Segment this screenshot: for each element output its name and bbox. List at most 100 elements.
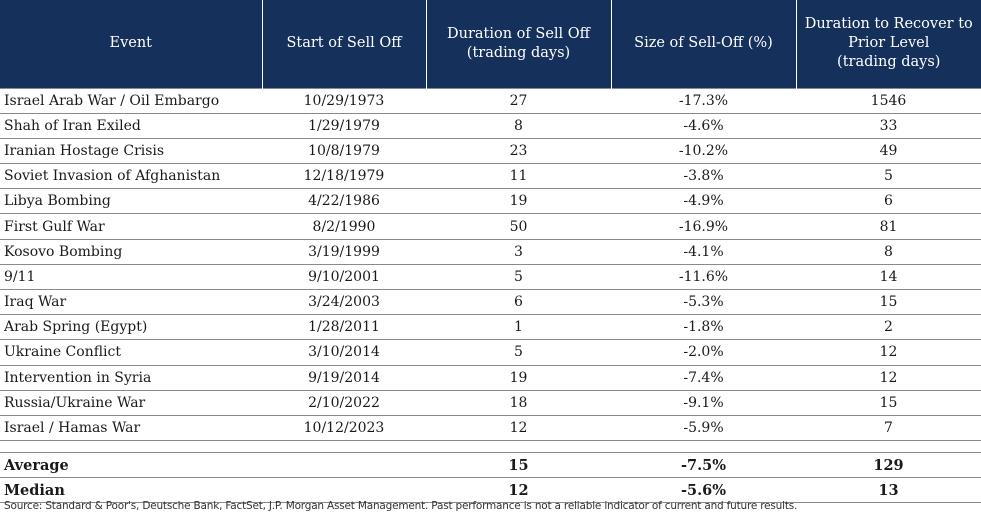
cell-recover: 33 [796, 113, 981, 139]
geopolitical-selloff-table: Event Start of Sell Off Duration of Sell… [0, 0, 981, 504]
table-row: Iraq War 3/24/2003 6 -5.3% 15 [0, 289, 981, 316]
table-row: Libya Bombing 4/22/1986 19 -4.9% 6 [0, 188, 981, 215]
cell-duration: 5 [426, 264, 611, 291]
header-duration: Duration of Sell Off (trading days) [426, 0, 612, 88]
cell-size: -1.8% [611, 314, 796, 341]
cell-duration: 11 [426, 163, 611, 190]
cell-start: 1/28/2011 [262, 314, 426, 341]
cell-size: -2.0% [611, 339, 796, 366]
cell-event: Shah of Iran Exiled [0, 113, 262, 139]
cell-start: 3/24/2003 [262, 289, 426, 316]
table-row: Soviet Invasion of Afghanistan 12/18/1979… [0, 163, 981, 190]
header-recover-line-3: (trading days) [837, 54, 941, 71]
cell-event: Iranian Hostage Crisis [0, 138, 262, 165]
summary-cell-label: Median [0, 477, 262, 504]
cell-recover: 2 [796, 314, 981, 341]
table-row: Kosovo Bombing 3/19/1999 3 -4.1% 8 [0, 239, 981, 265]
cell-size: -5.3% [611, 289, 796, 316]
cell-event: Libya Bombing [0, 188, 262, 215]
table-row: Russia/Ukraine War 2/10/2022 18 -9.1% 15 [0, 390, 981, 416]
header-row: Event Start of Sell Off Duration of Sell… [0, 0, 981, 88]
cell-duration: 19 [426, 188, 611, 215]
source-note: Source: Standard & Poor's, Deutsche Bank… [4, 500, 798, 512]
cell-size: -17.3% [611, 87, 796, 114]
cell-duration: 50 [426, 213, 611, 240]
cell-start: 2/10/2022 [262, 390, 426, 416]
table-row: Intervention in Syria 9/19/2014 19 -7.4% 12 [0, 365, 981, 391]
cell-size: -5.9% [611, 415, 796, 442]
table-row: Israel Arab War / Oil Embargo 10/29/1973 2… [0, 87, 981, 114]
table-row: Arab Spring (Egypt) 1/28/2011 1 -1.8% 2 [0, 314, 981, 341]
table-row: Ukraine Conflict 3/10/2014 5 -2.0% 12 [0, 339, 981, 366]
cell-duration: 3 [426, 239, 611, 265]
cell-size: -4.1% [611, 239, 796, 265]
cell-duration: 1 [426, 314, 611, 341]
cell-duration: 5 [426, 339, 611, 366]
table-row: Shah of Iran Exiled 1/29/1979 8 -4.6% 33 [0, 113, 981, 139]
cell-start: 12/18/1979 [262, 163, 426, 190]
summary-cell-duration: 15 [426, 452, 611, 479]
cell-recover: 6 [796, 188, 981, 215]
cell-size: -9.1% [611, 390, 796, 416]
table-body: Israel Arab War / Oil Embargo 10/29/1973 2… [0, 87, 981, 504]
cell-event: Israel / Hamas War [0, 415, 262, 442]
cell-event: Israel Arab War / Oil Embargo [0, 87, 262, 114]
header-size: Size of Sell-Off (%) [611, 0, 797, 88]
cell-event: 9/11 [0, 264, 262, 291]
summary-cell-recover: 129 [796, 452, 981, 479]
cell-start: 8/2/1990 [262, 213, 426, 240]
cell-start: 4/22/1986 [262, 188, 426, 215]
cell-size: -10.2% [611, 138, 796, 165]
cell-start: 10/8/1979 [262, 138, 426, 165]
summary-row-median: Median 12 -5.6% 13 [0, 477, 981, 504]
cell-event: First Gulf War [0, 213, 262, 240]
cell-event: Iraq War [0, 289, 262, 316]
cell-start: 10/12/2023 [262, 415, 426, 442]
cell-recover: 49 [796, 138, 981, 165]
summary-cell-recover: 13 [796, 477, 981, 504]
cell-recover: 1546 [796, 87, 981, 114]
cell-recover: 15 [796, 289, 981, 316]
cell-event: Soviet Invasion of Afghanistan [0, 163, 262, 190]
cell-event: Kosovo Bombing [0, 239, 262, 265]
cell-recover: 12 [796, 339, 981, 366]
table-header: Event Start of Sell Off Duration of Sell… [0, 0, 981, 88]
cell-start: 3/10/2014 [262, 339, 426, 366]
table-row: Iranian Hostage Crisis 10/8/1979 23 -10.2% 4… [0, 138, 981, 165]
header-recover: Duration to Recover to Prior Level (trad… [796, 0, 981, 88]
cell-size: -16.9% [611, 213, 796, 240]
cell-recover: 7 [796, 415, 981, 442]
cell-size: -4.9% [611, 188, 796, 215]
cell-size: -11.6% [611, 264, 796, 291]
summary-cell-start [262, 477, 426, 504]
cell-event: Arab Spring (Egypt) [0, 314, 262, 341]
summary-cell-label: Average [0, 452, 262, 479]
cell-start: 1/29/1979 [262, 113, 426, 139]
cell-recover: 5 [796, 163, 981, 190]
cell-duration: 8 [426, 113, 611, 139]
cell-recover: 15 [796, 390, 981, 416]
table-row: 9/11 9/10/2001 5 -11.6% 14 [0, 264, 981, 291]
cell-start: 10/29/1973 [262, 87, 426, 114]
summary-row-average: Average 15 -7.5% 129 [0, 452, 981, 479]
header-duration-line-1: Duration of Sell Off [447, 25, 590, 42]
cell-start: 9/19/2014 [262, 365, 426, 391]
cell-duration: 6 [426, 289, 611, 316]
cell-start: 9/10/2001 [262, 264, 426, 291]
cell-size: -4.6% [611, 113, 796, 139]
cell-event: Russia/Ukraine War [0, 390, 262, 416]
cell-duration: 23 [426, 138, 611, 165]
header-duration-line-2: (trading days) [466, 44, 571, 61]
summary-cell-size: -7.5% [611, 452, 796, 479]
cell-duration: 27 [426, 87, 611, 114]
cell-duration: 18 [426, 390, 611, 416]
cell-recover: 14 [796, 264, 981, 291]
cell-recover: 8 [796, 239, 981, 265]
summary-spacer [0, 441, 981, 453]
cell-duration: 12 [426, 415, 611, 442]
table-row: Israel / Hamas War 10/12/2023 12 -5.9% 7 [0, 415, 981, 442]
cell-start: 3/19/1999 [262, 239, 426, 265]
summary-cell-start [262, 452, 426, 479]
cell-size: -7.4% [611, 365, 796, 391]
cell-event: Ukraine Conflict [0, 339, 262, 366]
